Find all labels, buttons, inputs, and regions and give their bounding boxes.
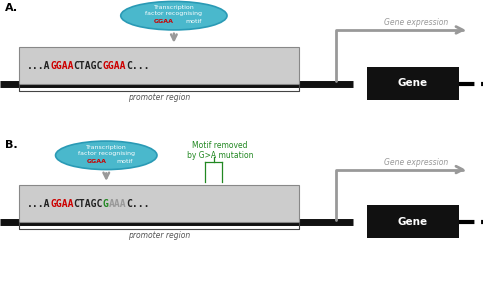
Bar (367, 205, 459, 238)
Bar (19, 47, 299, 84)
Text: C...: C... (127, 60, 150, 71)
Bar (19, 185, 299, 222)
Text: motif: motif (116, 158, 133, 164)
Text: promoter region: promoter region (128, 93, 190, 102)
Text: ...A: ...A (27, 60, 50, 71)
Text: A.: A. (5, 3, 18, 13)
Text: GGAA: GGAA (103, 60, 127, 71)
Text: CTAGC: CTAGC (73, 199, 103, 209)
Text: motif: motif (185, 19, 201, 24)
Text: Gene expression: Gene expression (384, 158, 449, 167)
Text: G: G (103, 199, 109, 209)
Text: Gene: Gene (398, 217, 428, 227)
Bar (367, 67, 459, 100)
Text: ...A: ...A (27, 199, 50, 209)
Text: GGAA: GGAA (50, 199, 73, 209)
Text: Transcription: Transcription (154, 5, 194, 10)
Text: GGAA: GGAA (86, 158, 107, 164)
Text: factor recognising: factor recognising (145, 11, 202, 17)
Text: by G>A mutation: by G>A mutation (186, 151, 253, 160)
Text: factor recognising: factor recognising (78, 151, 135, 156)
Text: CTAGC: CTAGC (73, 60, 103, 71)
Text: C...: C... (127, 199, 150, 209)
Text: Gene expression: Gene expression (384, 18, 449, 27)
Text: AAA: AAA (109, 199, 127, 209)
Text: Transcription: Transcription (86, 145, 127, 150)
Text: promoter region: promoter region (128, 231, 190, 240)
Text: GGAA: GGAA (153, 19, 173, 24)
Text: Motif removed: Motif removed (192, 141, 247, 150)
Ellipse shape (56, 141, 157, 170)
Ellipse shape (121, 1, 227, 30)
Text: GGAA: GGAA (50, 60, 73, 71)
Text: B.: B. (5, 140, 17, 150)
Text: Gene: Gene (398, 78, 428, 88)
